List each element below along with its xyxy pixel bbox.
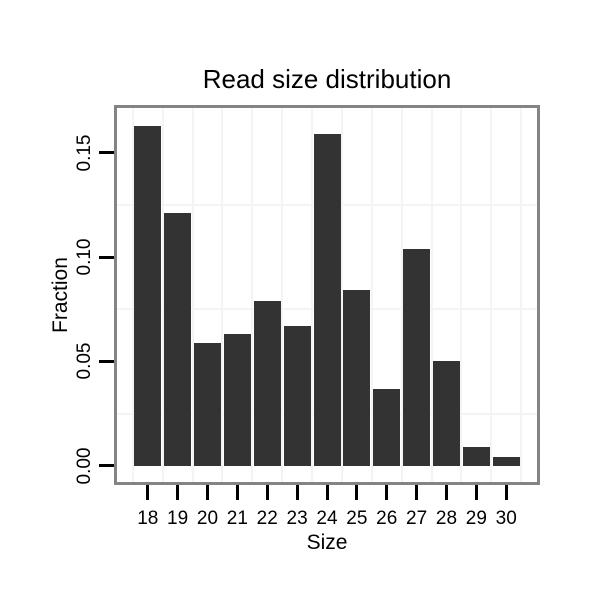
y-axis-tick — [99, 359, 114, 363]
minor-vertical-gridline — [311, 108, 314, 482]
chart-title: Read size distribution — [202, 64, 452, 94]
y-axis-tick — [99, 464, 114, 468]
bar-size-23 — [283, 325, 311, 466]
x-axis-tick — [176, 485, 180, 500]
bar-size-24 — [313, 133, 341, 466]
x-axis-title: Size — [306, 531, 348, 554]
minor-vertical-gridline — [221, 108, 224, 482]
y-axis-tick-label: 0.05 — [74, 342, 95, 380]
bar-size-19 — [164, 213, 192, 466]
x-axis-tick — [146, 485, 150, 500]
x-axis-tick-label: 29 — [465, 508, 487, 529]
x-axis-tick — [474, 485, 478, 500]
x-axis-tick-label: 23 — [286, 508, 308, 529]
minor-vertical-gridline — [520, 108, 523, 482]
minor-vertical-gridline — [251, 108, 254, 482]
minor-vertical-gridline — [191, 108, 194, 482]
y-axis-tick-label: 0.10 — [74, 238, 95, 276]
x-axis-tick — [325, 485, 329, 500]
bar-size-22 — [253, 300, 281, 466]
x-axis-tick — [235, 485, 239, 500]
x-axis-tick-label: 26 — [376, 508, 398, 529]
x-axis-tick — [444, 485, 448, 500]
bar-size-27 — [403, 248, 431, 466]
y-axis-tick — [99, 151, 114, 155]
minor-vertical-gridline — [460, 108, 463, 482]
bar-size-18 — [134, 125, 162, 466]
bar-size-25 — [343, 290, 371, 466]
bar-size-20 — [194, 342, 221, 466]
y-axis-tick-label: 0.00 — [74, 447, 95, 485]
bar-size-26 — [373, 388, 401, 466]
minor-vertical-gridline — [370, 108, 373, 482]
x-axis-tick — [206, 485, 209, 500]
x-axis-tick-label: 30 — [495, 508, 517, 529]
minor-vertical-gridline — [161, 108, 164, 482]
minor-vertical-gridline — [281, 108, 284, 482]
bar-size-21 — [223, 334, 251, 466]
minor-vertical-gridline — [400, 108, 403, 482]
bar-size-30 — [492, 457, 520, 466]
x-axis-tick-label: 28 — [435, 508, 458, 529]
x-axis-tick — [265, 485, 269, 500]
x-axis-tick — [355, 485, 359, 500]
y-axis-tick-label: 0.15 — [74, 134, 95, 172]
bar-size-28 — [432, 361, 460, 466]
x-axis-tick-label: 20 — [196, 508, 219, 529]
minor-vertical-gridline — [131, 108, 134, 482]
x-axis-tick-label: 25 — [346, 508, 368, 529]
x-axis-tick-label: 24 — [316, 508, 338, 529]
bar-size-29 — [462, 446, 490, 466]
x-axis-tick — [415, 485, 419, 500]
y-axis-title: Fraction — [49, 257, 72, 333]
minor-vertical-gridline — [340, 108, 343, 482]
x-axis-tick — [295, 485, 299, 500]
y-axis-tick — [99, 255, 114, 259]
x-axis-tick-label: 27 — [406, 508, 428, 529]
minor-vertical-gridline — [430, 108, 433, 482]
minor-vertical-gridline — [490, 108, 493, 482]
x-axis-tick — [385, 485, 389, 500]
x-axis-tick-label: 18 — [137, 508, 159, 529]
x-axis-tick-label: 19 — [167, 508, 189, 529]
x-axis-tick-label: 22 — [256, 508, 278, 529]
x-axis-tick-label: 21 — [226, 508, 248, 529]
x-axis-tick — [504, 485, 508, 500]
